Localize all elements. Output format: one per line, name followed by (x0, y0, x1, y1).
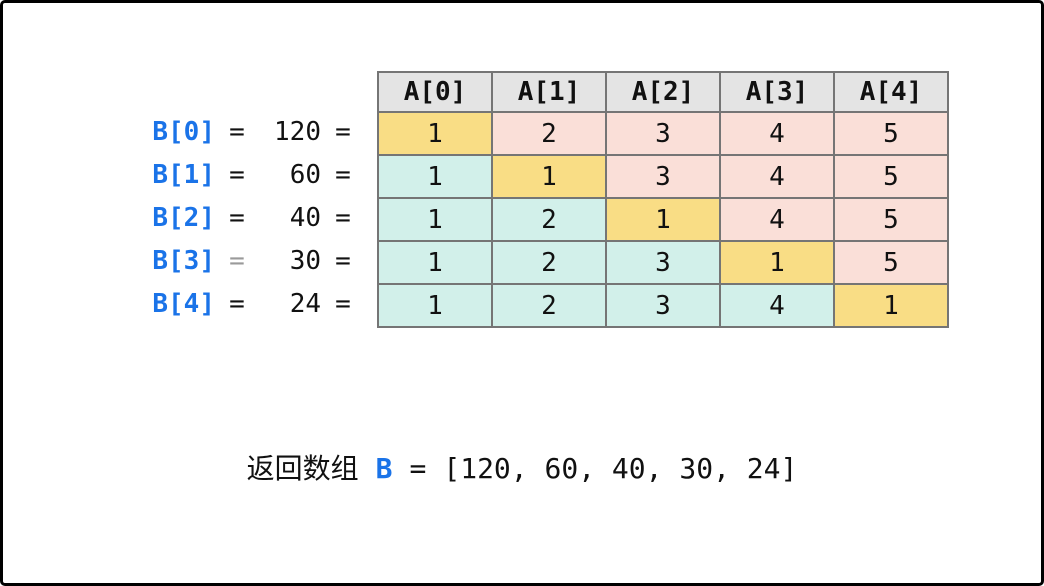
column-header: A[2] (605, 71, 721, 113)
equals-sign: = (335, 246, 351, 276)
b-labels-column: B[0] = 120 = B[1] = 60 = B[2] = 40 = B[3… (145, 111, 365, 326)
caption-array-values: [120, 60, 40, 30, 24] (443, 452, 798, 485)
table-row: 1 2 3 4 5 (377, 111, 949, 156)
b-value: 24 (289, 289, 321, 319)
table-row: 1 2 1 4 5 (377, 197, 949, 242)
table-cell: 1 (377, 240, 493, 285)
equals-sign: = (335, 160, 351, 190)
table-cell: 3 (605, 154, 721, 199)
b-label-row: B[2] = 40 = (145, 197, 365, 240)
table-cell: 2 (491, 197, 607, 242)
column-header: A[3] (719, 71, 835, 113)
b-index-label: B[2] (152, 203, 215, 233)
table-row: 1 1 3 4 5 (377, 154, 949, 199)
table-cell: 3 (605, 240, 721, 285)
b-value: 60 (289, 160, 321, 190)
table-body: 1 2 3 4 5 1 1 3 4 5 1 2 1 4 5 1 (377, 111, 949, 328)
table-cell: 2 (491, 283, 607, 328)
equals-sign: = (335, 117, 351, 147)
b-value: 40 (289, 203, 321, 233)
column-header: A[1] (491, 71, 607, 113)
table-cell: 1 (719, 240, 835, 285)
b-value: 30 (289, 246, 321, 276)
b-value: 120 (274, 117, 321, 147)
b-index-label: B[3] (152, 246, 215, 276)
table-cell: 1 (377, 111, 493, 156)
table-cell: 4 (719, 154, 835, 199)
table-row: 1 2 3 4 1 (377, 283, 949, 328)
return-caption: 返回数组 B = [120, 60, 40, 30, 24] (3, 450, 1041, 488)
column-header: A[4] (833, 71, 949, 113)
caption-prefix: 返回数组 (246, 452, 359, 485)
b-index-label: B[1] (152, 160, 215, 190)
equals-sign: = (335, 289, 351, 319)
product-table: A[0] A[1] A[2] A[3] A[4] 1 2 3 4 5 1 1 3… (377, 71, 949, 328)
b-label-row: B[3] = 30 = (145, 240, 365, 283)
table-cell: 1 (377, 283, 493, 328)
b-index-label: B[4] (152, 289, 215, 319)
column-header: A[0] (377, 71, 493, 113)
table-cell: 5 (833, 154, 949, 199)
equals-sign: = (229, 289, 245, 319)
equals-sign: = (335, 203, 351, 233)
table-header: A[0] A[1] A[2] A[3] A[4] (377, 71, 949, 113)
equals-sign: = (409, 452, 427, 485)
table-row: 1 2 3 1 5 (377, 240, 949, 285)
table-cell: 2 (491, 240, 607, 285)
table-cell: 5 (833, 240, 949, 285)
b-label-row: B[0] = 120 = (145, 111, 365, 154)
table-cell: 1 (605, 197, 721, 242)
caption-array-name: B (375, 452, 393, 485)
table-cell: 2 (491, 111, 607, 156)
equals-sign: = (229, 246, 245, 276)
equals-sign: = (229, 203, 245, 233)
table-cell: 5 (833, 111, 949, 156)
table-cell: 4 (719, 197, 835, 242)
b-index-label: B[0] (152, 117, 215, 147)
table-cell: 1 (491, 154, 607, 199)
table-cell: 3 (605, 283, 721, 328)
table-cell: 4 (719, 283, 835, 328)
equals-sign: = (229, 117, 245, 147)
b-label-row: B[1] = 60 = (145, 154, 365, 197)
table-cell: 1 (377, 197, 493, 242)
b-label-row: B[4] = 24 = (145, 283, 365, 326)
table-cell: 1 (833, 283, 949, 328)
header-row: A[0] A[1] A[2] A[3] A[4] (377, 71, 949, 113)
table-cell: 3 (605, 111, 721, 156)
table-cell: 1 (377, 154, 493, 199)
equals-sign: = (229, 160, 245, 190)
table-cell: 5 (833, 197, 949, 242)
table-cell: 4 (719, 111, 835, 156)
